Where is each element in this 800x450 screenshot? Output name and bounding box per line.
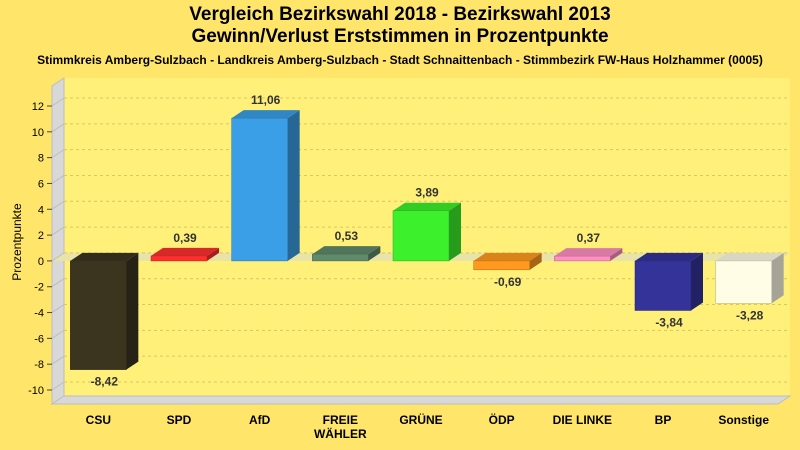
y-tick-label: 12 [32,101,44,113]
x-tick-label: CSU [86,413,111,427]
grid-line-side [51,226,65,236]
y-tick-label: -2 [34,282,44,294]
bar-side [610,248,623,261]
y-tick-label: 0 [38,256,44,268]
bar-side [449,202,461,261]
bar-top [473,252,542,261]
y-tick-label: 6 [38,178,44,190]
x-tick-label: WÄHLER [314,426,367,441]
bar [473,260,530,271]
value-label: 0,39 [173,231,197,245]
grid-line-side [51,304,65,313]
value-label: 0,53 [335,229,359,243]
bar-side [126,252,139,370]
bar-top [151,247,219,256]
bar-die-linke [554,248,623,262]
grid-line-side [51,381,65,391]
value-labels: -8,42 0,39 11,06 0,53 3,89 -0,69 0,37 -3,84 -3,2… [91,93,764,388]
bar-side [691,252,703,311]
bar [715,260,772,304]
y-tick-label: -6 [34,333,44,345]
bar-side [771,252,784,304]
value-label: 0,37 [577,231,601,245]
y-tick-label: -10 [28,385,44,397]
x-tick-label: AfD [249,413,271,427]
y-tick-label: 4 [38,204,44,216]
bar-side [368,246,381,261]
bar [554,255,611,262]
bars [70,110,784,370]
bar-side [207,247,219,261]
bar [634,260,692,311]
bar-afd [231,110,300,262]
grid-line-side [51,252,65,262]
bar-side [529,252,542,270]
bar-grüne [392,202,461,262]
x-tick-label: ÖDP [489,412,515,427]
y-tick-label: 10 [32,127,44,139]
bar [312,253,369,262]
chart-title: Vergleich Bezirkswahl 2018 - Bezirkswahl… [189,4,611,25]
bar-freie-wähler [312,246,381,262]
value-label: 3,89 [415,186,439,200]
bar-top [312,246,381,255]
grid-line-side [51,278,65,288]
bar-top [715,252,784,261]
bar [231,117,288,262]
y-tick-label: -4 [34,308,44,320]
grid-line-side [51,329,65,339]
bar [392,210,450,262]
value-label: -0,69 [494,275,522,289]
bar-csu [70,252,139,370]
bar-top [231,110,300,119]
bar-top [393,202,461,211]
bar-top [635,252,703,261]
x-tick-label: SPD [167,413,192,427]
grid-line-side [51,200,65,210]
plot-left-wall [51,77,65,405]
x-tick-label: FREIE [323,413,358,427]
bar-top [554,248,623,257]
grid-line-side [51,97,65,107]
y-tick-label: 2 [38,230,44,242]
y-axis-ticks: -10 -8 -6 -4 -2 0 2 4 6 8 10 12 [28,101,52,397]
bar-spd [150,247,219,262]
x-tick-label: BP [655,413,672,427]
bar [150,255,208,262]
x-tick-label: GRÜNE [399,412,442,427]
value-label: -8,42 [91,375,119,389]
y-tick-label: -8 [34,359,44,371]
bar [70,260,127,370]
chart-subtitle: Gewinn/Verlust Erststimmen in Prozentpun… [191,26,609,47]
chart-region-caption: Stimmkreis Amberg-Sulzbach - Landkreis A… [37,53,763,67]
bar-ödp [473,252,542,271]
plot-floor [50,395,792,405]
grid-line-side [51,355,65,365]
value-label: 11,06 [251,93,281,107]
y-tick-label: 8 [38,153,44,165]
y-axis-label: Prozentpunkte [10,203,24,281]
grid-line-side [51,175,65,184]
bar-top [70,252,139,261]
grid-line-side [51,123,65,133]
x-tick-label: DIE LINKE [553,413,612,427]
x-tick-label: Sonstige [718,413,769,427]
value-label: -3,84 [655,315,683,329]
grid-line-side [51,149,65,159]
bar-side [287,110,300,261]
bar-bp [634,252,703,311]
bar-sonstige [715,252,784,304]
value-label: -3,28 [736,308,764,322]
